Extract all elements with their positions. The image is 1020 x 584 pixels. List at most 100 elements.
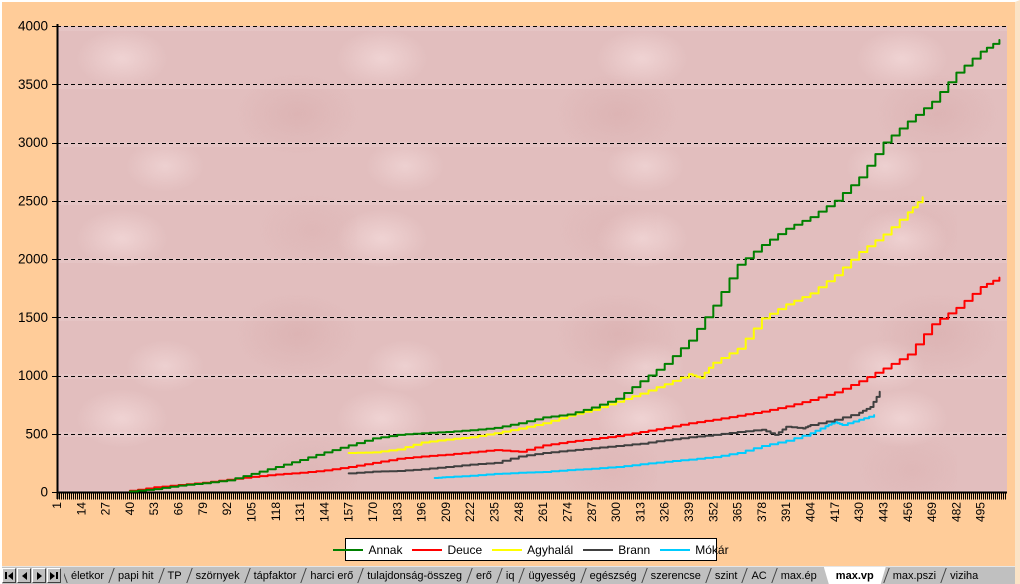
sheet-tab-max-pszi[interactable]: max.pszi — [886, 567, 943, 584]
sheet-tab-label: viziha — [950, 569, 979, 582]
x-tick-label: 391 — [779, 502, 793, 522]
x-tick-label: 53 — [147, 502, 161, 516]
x-tick-label: 352 — [706, 502, 720, 522]
sheet-tab-iq[interactable]: iq — [499, 567, 522, 584]
x-tick-label: 131 — [293, 502, 307, 522]
legend-item-annak[interactable]: Annak — [333, 543, 402, 557]
series-line-mokar — [433, 414, 876, 479]
first-sheet-icon — [8, 571, 13, 580]
sheet-tab-ero[interactable]: erő — [469, 567, 499, 584]
sheet-tab-szint[interactable]: szint — [708, 567, 745, 584]
y-tick-label: 500 — [25, 426, 48, 441]
y-tick-label: 2500 — [18, 193, 48, 208]
x-tick-label: 326 — [658, 502, 672, 522]
legend-label: Mókár — [695, 542, 729, 557]
sheet-tab-max-vp[interactable]: max.vp — [824, 567, 886, 584]
sheet-tab-label: ügyesség — [528, 569, 576, 582]
last-sheet-icon — [56, 572, 58, 579]
series-line-annak — [128, 39, 1001, 493]
sheet-tab-label: egészség — [589, 569, 637, 582]
previous-sheet-icon — [21, 571, 27, 580]
sheet-tab-ugyesseg[interactable]: ügyesség — [521, 567, 582, 584]
tab-scroll-last-button[interactable] — [47, 568, 61, 583]
x-tick-label: 40 — [123, 502, 137, 516]
legend-item-agyhalal[interactable]: Agyhalál — [492, 543, 573, 557]
sheet-tab-label: max.vp — [835, 569, 874, 582]
y-tick-label: 3000 — [18, 135, 48, 150]
sheet-tab-max-ep[interactable]: max.ép — [774, 567, 824, 584]
legend-item-brann[interactable]: Brann — [583, 543, 650, 557]
x-tick-label: 66 — [172, 502, 186, 516]
legend-color-swatch — [660, 548, 691, 551]
first-sheet-icon — [5, 572, 7, 579]
x-tick-label: 118 — [269, 502, 283, 521]
y-axis-labels: 0 500 1000 1500 2000 2500 3000 3500 4000 — [18, 19, 48, 500]
sheet-tab-tp[interactable]: TP — [161, 567, 189, 584]
x-tick-label: 274 — [560, 502, 574, 522]
sheet-tab-egeszseg[interactable]: egészség — [583, 567, 644, 584]
x-tick-label: 157 — [342, 502, 356, 522]
legend-color-swatch — [412, 548, 443, 551]
x-tick-label: 495 — [974, 502, 988, 522]
x-tick-label: 144 — [317, 502, 331, 522]
x-tick-label: 170 — [366, 502, 380, 522]
sheet-tab-label: tápfaktor — [253, 569, 297, 582]
x-tick-label: 430 — [852, 502, 866, 522]
x-tick-label: 209 — [439, 502, 453, 522]
x-tick-label: 482 — [949, 502, 963, 522]
tab-scroll-previous-button[interactable] — [17, 568, 31, 583]
series-line-deuce — [128, 276, 1001, 492]
legend-color-swatch — [583, 548, 614, 551]
x-tick-label: 248 — [512, 502, 526, 522]
x-tick-label: 92 — [220, 502, 234, 516]
x-tick-label: 365 — [731, 502, 745, 522]
sheet-tab-label: max.pszi — [892, 569, 937, 582]
tab-scroll-buttons — [0, 567, 64, 584]
sheet-tab-szornyek[interactable]: szörnyek — [189, 567, 247, 584]
legend-item-deuce[interactable]: Deuce — [412, 543, 482, 557]
sheet-tab-szerencse[interactable]: szerencse — [644, 567, 708, 584]
x-tick-label: 469 — [925, 502, 939, 522]
x-tick-label: 404 — [804, 502, 818, 522]
sheet-tab-viziha[interactable]: viziha — [943, 567, 985, 584]
series-line-agyhalal — [347, 196, 924, 454]
legend-item-mokar[interactable]: Mókár — [660, 542, 729, 557]
x-tick-label: 27 — [99, 502, 113, 516]
sheet-tab-label: papi hit — [118, 569, 154, 582]
x-tick-label: 79 — [196, 502, 210, 516]
x-tick-label: 183 — [390, 502, 404, 522]
tab-scroll-first-button[interactable] — [2, 568, 16, 583]
x-tick-label: 417 — [828, 502, 842, 522]
x-tick-label: 456 — [901, 502, 915, 522]
x-tick-label: 443 — [876, 502, 890, 522]
sheet-tab-tapfaktor[interactable]: tápfaktor — [247, 567, 304, 584]
sheet-tab-label: TP — [167, 569, 182, 582]
tab-scroll-next-button[interactable] — [32, 568, 46, 583]
y-tick-label: 3500 — [18, 77, 48, 92]
sheet-tab-ac[interactable]: AC — [744, 567, 773, 584]
x-tick-label: 313 — [633, 502, 647, 522]
x-tick-label: 287 — [585, 502, 599, 522]
sheet-tab-label: iq — [505, 569, 515, 582]
sheet-tabs: életkor papi hit TP szörnyek tápfaktor harci … — [64, 567, 1020, 584]
next-sheet-icon — [36, 571, 42, 580]
x-tick-label: 222 — [463, 502, 477, 522]
sheet-tab-papi-hit[interactable]: papi hit — [111, 567, 160, 584]
sheet-tab-label: szint — [714, 569, 738, 582]
chart-legend: Annak Deuce Agyhalál Brann Mókár — [333, 538, 729, 561]
x-tick-label: 261 — [536, 502, 550, 522]
sheet-tab-label: max.ép — [780, 569, 817, 582]
legend-label: Annak — [368, 542, 403, 557]
legend-label: Brann — [618, 542, 651, 557]
legend-label: Agyhalál — [527, 542, 574, 557]
y-tick-label: 1500 — [18, 310, 48, 325]
x-tick-label: 196 — [415, 502, 429, 522]
sheet-tab-label: tulajdonság-összeg — [367, 569, 463, 582]
sheet-tab-tulajdonsag-osszeg[interactable]: tulajdonság-összeg — [360, 567, 469, 584]
sheet-tab-bar: életkor papi hit TP szörnyek tápfaktor harci … — [0, 566, 1020, 584]
x-tick-label: 14 — [74, 502, 88, 516]
sheet-tab-eletkor[interactable]: életkor — [64, 567, 111, 584]
sheet-tab-harci-ero[interactable]: harci erő — [303, 567, 360, 584]
sheet-tab-label: harci erő — [310, 569, 354, 582]
x-tick-label: 1 — [50, 502, 64, 509]
